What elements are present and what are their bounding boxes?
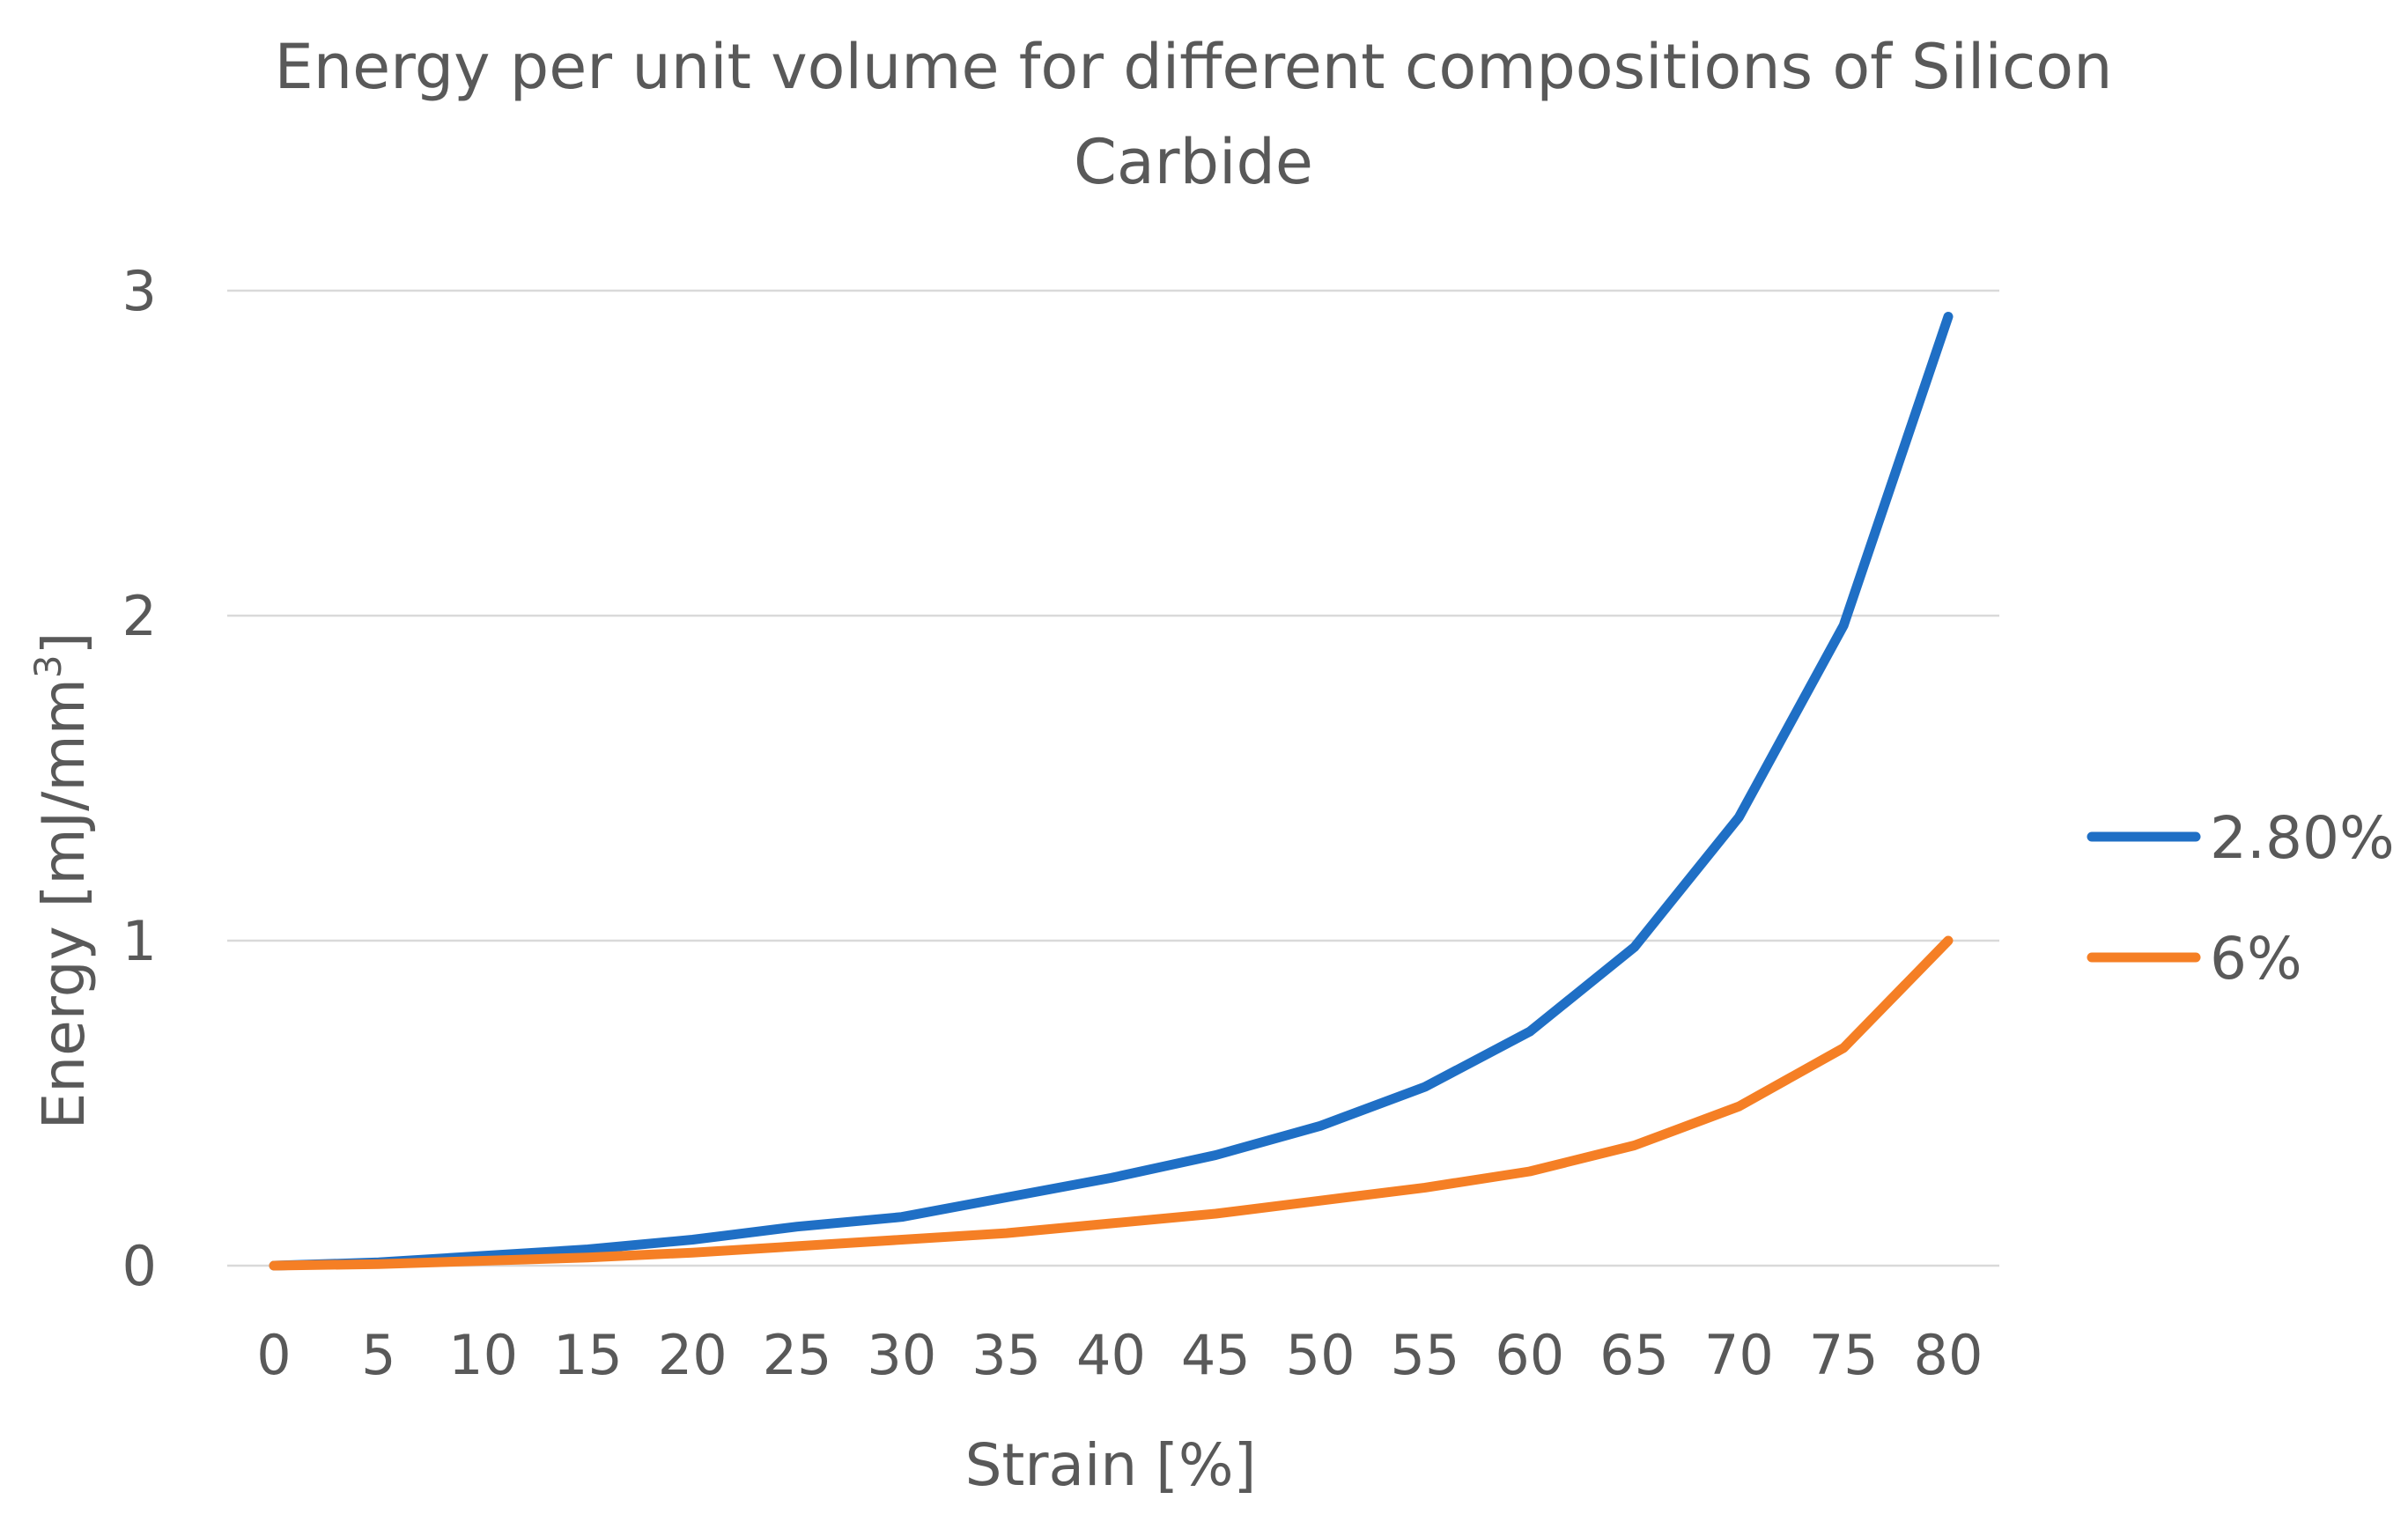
x-tick-label-20: 20	[658, 1323, 728, 1387]
legend-label-1: 2.80%	[2210, 804, 2395, 872]
x-tick-label-5: 5	[361, 1323, 395, 1387]
x-axis-title: Strain [%]	[965, 1431, 1257, 1499]
series-line-2	[269, 935, 1954, 1271]
x-tick-label-60: 60	[1495, 1323, 1564, 1387]
y-tick-labels: 0 1 2 3	[122, 259, 157, 1298]
x-tick-label-0: 0	[256, 1323, 291, 1387]
y-tick-label-1: 1	[122, 909, 157, 973]
series-line-1	[269, 312, 1954, 1271]
x-tick-label-45: 45	[1181, 1323, 1251, 1387]
y-tick-label-2: 2	[122, 584, 157, 648]
y-tick-label-0: 0	[122, 1234, 157, 1298]
chart-title-line-2: Carbide	[1074, 126, 1313, 198]
x-tick-label-65: 65	[1599, 1323, 1669, 1387]
x-tick-label-40: 40	[1076, 1323, 1146, 1387]
y-axis-title-end: ]	[30, 632, 98, 655]
y-axis-title: Energy [mJ/mm3]	[26, 632, 98, 1130]
series-lines	[269, 312, 1954, 1271]
x-tick-label-15: 15	[553, 1323, 623, 1387]
x-tick-label-35: 35	[971, 1323, 1041, 1387]
legend: 2.80% 6%	[2087, 804, 2395, 993]
x-tick-label-10: 10	[448, 1323, 518, 1387]
chart-title-line-1: Energy per unit volume for different com…	[274, 31, 2112, 103]
y-axis-title-sup: 3	[26, 654, 70, 678]
y-tick-label-3: 3	[122, 259, 157, 323]
y-axis-title-main: Energy [mJ/mm	[30, 678, 98, 1129]
x-tick-label-75: 75	[1809, 1323, 1879, 1387]
legend-label-2: 6%	[2210, 925, 2302, 993]
gridlines	[227, 289, 1999, 1267]
x-tick-label-55: 55	[1390, 1323, 1459, 1387]
x-tick-label-70: 70	[1704, 1323, 1774, 1387]
x-tick-label-80: 80	[1914, 1323, 1983, 1387]
x-tick-label-25: 25	[763, 1323, 832, 1387]
x-tick-label-30: 30	[867, 1323, 936, 1387]
x-tick-label-50: 50	[1286, 1323, 1355, 1387]
x-tick-labels: 0 5 10 15 20 25 30 35 40 45 50 55 60 65 70 75 80	[256, 1323, 1983, 1387]
